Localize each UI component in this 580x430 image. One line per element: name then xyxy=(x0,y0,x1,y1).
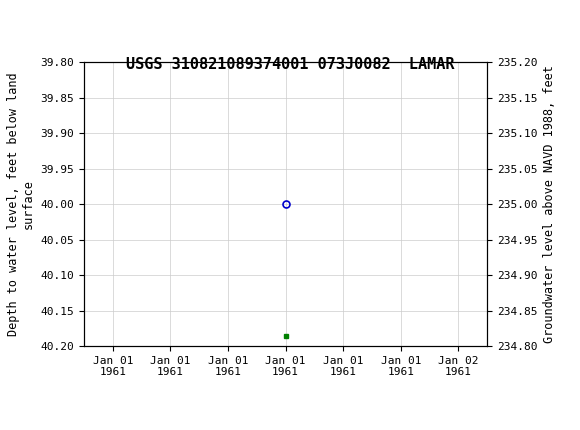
Y-axis label: Groundwater level above NAVD 1988, feet: Groundwater level above NAVD 1988, feet xyxy=(543,65,556,343)
Text: USGS 310821089374001 073J0082  LAMAR: USGS 310821089374001 073J0082 LAMAR xyxy=(126,57,454,72)
Y-axis label: Depth to water level, feet below land
surface: Depth to water level, feet below land su… xyxy=(7,72,35,336)
Text: ▒USGS: ▒USGS xyxy=(7,12,61,33)
